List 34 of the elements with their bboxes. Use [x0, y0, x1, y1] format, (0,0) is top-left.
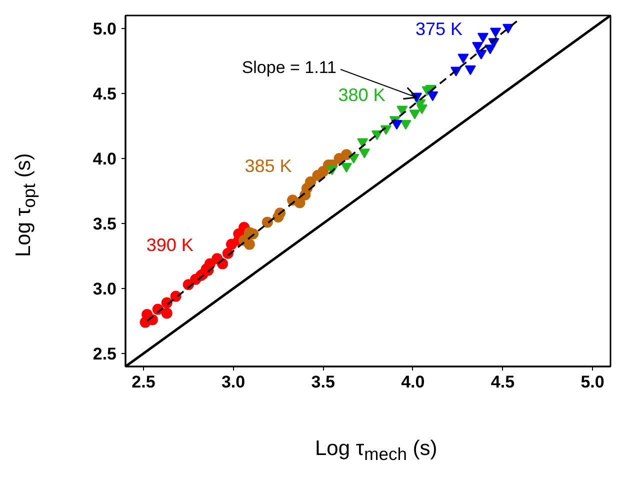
point [357, 138, 368, 148]
point [464, 65, 476, 76]
point [427, 91, 438, 102]
point [358, 148, 370, 158]
point [409, 110, 420, 120]
annotation: Slope = 1.11 [242, 58, 337, 77]
x-tick-label: 4.5 [490, 372, 515, 392]
series-label: 385 K [244, 156, 292, 176]
x-axis-title: Log τ$_{mech}$ (s) [315, 436, 438, 466]
y-tick-label: 4.0 [92, 150, 117, 168]
x-tick-label: 3.0 [221, 372, 246, 392]
x-tick-label: 4.0 [401, 372, 425, 392]
x-tick-label: 5.0 [580, 372, 604, 392]
y-tick-label: 3.5 [92, 214, 117, 234]
point [477, 32, 488, 43]
point [244, 238, 255, 250]
x-tick-label: 3.5 [311, 372, 335, 392]
x-tick-label: 2.5 [132, 372, 156, 392]
point [458, 54, 469, 64]
point [161, 308, 172, 319]
series-label: 375 K [415, 19, 463, 39]
point [340, 162, 352, 173]
y-tick-label: 4.5 [92, 84, 117, 104]
point [476, 50, 487, 60]
y-tick-label: 5.0 [92, 20, 117, 38]
point [305, 176, 316, 188]
series-label: 380 K [338, 84, 386, 105]
y-tick-label: 3.0 [92, 280, 117, 298]
y-tick-label: 2.5 [92, 344, 117, 364]
point [490, 28, 502, 38]
point [294, 197, 306, 208]
point [396, 106, 408, 116]
point [400, 120, 412, 130]
series-label: 390 K [146, 234, 194, 255]
